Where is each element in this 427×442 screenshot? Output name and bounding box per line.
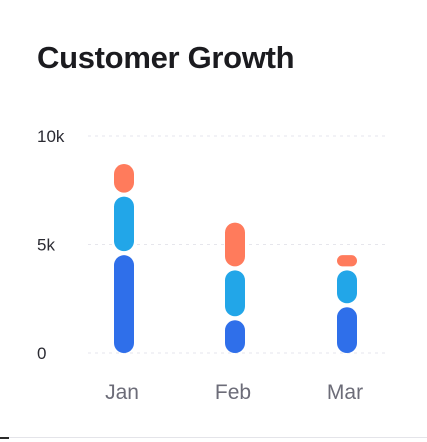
y-tick-label: 10k: [37, 127, 65, 146]
bar-segment-jan-2: [114, 164, 134, 193]
y-tick-label: 5k: [37, 236, 55, 255]
bar-stack-feb: [225, 222, 245, 353]
bar-segment-feb-1: [225, 270, 245, 317]
bar-segment-jan-0: [114, 255, 134, 353]
y-tick-label: 0: [37, 344, 46, 363]
bar-stack-jan: [114, 164, 134, 353]
bottom-divider: [0, 437, 427, 438]
corner-mark: [0, 437, 9, 439]
bar-segment-feb-0: [225, 320, 245, 353]
x-tick-label-feb: Feb: [215, 381, 251, 404]
bar-segment-feb-2: [225, 222, 245, 267]
x-axis-ticks: Jan Feb Mar: [105, 381, 363, 404]
x-tick-label-mar: Mar: [327, 381, 363, 404]
chart-title: Customer Growth: [37, 40, 295, 75]
bar-segment-mar-1: [337, 270, 357, 304]
y-axis-ticks: 0 5k 10k: [37, 127, 65, 363]
bar-segment-jan-1: [114, 196, 134, 252]
bars: [114, 164, 357, 353]
bar-segment-mar-2: [337, 255, 357, 267]
bar-segment-mar-0: [337, 307, 357, 353]
x-tick-label-jan: Jan: [105, 381, 139, 404]
bar-stack-mar: [337, 255, 357, 353]
